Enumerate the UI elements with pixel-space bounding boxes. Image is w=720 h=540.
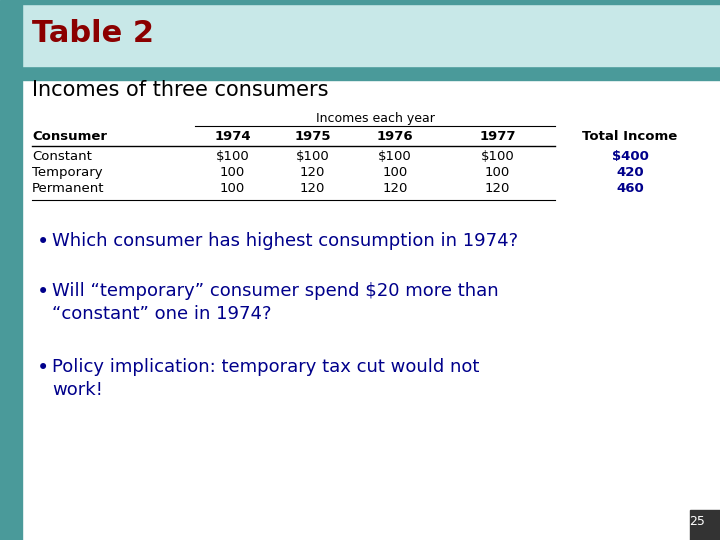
Text: Table 2: Table 2 — [32, 18, 154, 48]
Text: Permanent: Permanent — [32, 182, 104, 195]
Text: 120: 120 — [300, 182, 325, 195]
Text: 1976: 1976 — [377, 130, 413, 143]
Text: 100: 100 — [220, 166, 245, 179]
Text: Total Income: Total Income — [582, 130, 678, 143]
Text: 1977: 1977 — [480, 130, 516, 143]
Text: 25: 25 — [689, 515, 705, 528]
Text: Which consumer has highest consumption in 1974?: Which consumer has highest consumption i… — [52, 232, 518, 250]
Text: Constant: Constant — [32, 150, 92, 163]
Text: Temporary: Temporary — [32, 166, 103, 179]
Bar — [690, 510, 720, 540]
Text: $100: $100 — [296, 150, 329, 163]
Text: 420: 420 — [616, 166, 644, 179]
Text: Policy implication: temporary tax cut would not
work!: Policy implication: temporary tax cut wo… — [52, 358, 480, 399]
Text: Consumer: Consumer — [32, 130, 107, 143]
Text: 120: 120 — [382, 182, 408, 195]
Text: Will “temporary” consumer spend $20 more than
“constant” one in 1974?: Will “temporary” consumer spend $20 more… — [52, 282, 499, 323]
Text: 120: 120 — [485, 182, 510, 195]
Bar — [0, 0, 22, 540]
Text: 100: 100 — [382, 166, 408, 179]
Text: Incomes each year: Incomes each year — [315, 112, 434, 125]
Bar — [22, 0, 720, 4]
Text: $100: $100 — [481, 150, 514, 163]
Text: Incomes of three consumers: Incomes of three consumers — [32, 80, 328, 100]
Text: 1975: 1975 — [294, 130, 330, 143]
Text: 100: 100 — [220, 182, 245, 195]
Text: •: • — [37, 358, 49, 378]
Text: •: • — [37, 282, 49, 302]
Bar — [22, 0, 720, 66]
Text: $100: $100 — [378, 150, 412, 163]
Text: $100: $100 — [215, 150, 249, 163]
Text: 1974: 1974 — [214, 130, 251, 143]
Text: 100: 100 — [485, 166, 510, 179]
Text: $400: $400 — [611, 150, 649, 163]
Text: 460: 460 — [616, 182, 644, 195]
Text: 120: 120 — [300, 166, 325, 179]
Bar — [22, 66, 720, 80]
Text: •: • — [37, 232, 49, 252]
